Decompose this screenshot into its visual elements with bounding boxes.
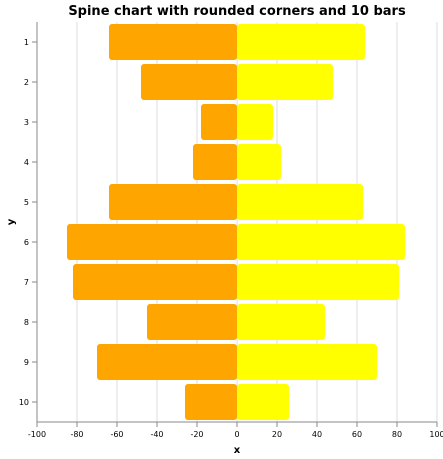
x-tick-label: 100: [429, 430, 443, 439]
bar-positive-1: [237, 24, 365, 60]
y-tick-label: 5: [24, 198, 29, 207]
x-tick-label: 0: [234, 430, 239, 439]
y-tick-label: 8: [24, 318, 29, 327]
chart-title: Spine chart with rounded corners and 10 …: [68, 4, 406, 19]
y-tick-label: 9: [24, 358, 29, 367]
bar-positive-2: [237, 64, 333, 100]
bar-positive-10: [237, 384, 289, 420]
x-tick-label: 80: [392, 430, 402, 439]
bar-negative-2: [141, 64, 237, 100]
x-tick-label: 40: [312, 430, 322, 439]
bar-positive-5: [237, 184, 363, 220]
bar-negative-6: [67, 224, 237, 260]
x-tick-label: -100: [28, 430, 46, 439]
x-tick-label: -60: [110, 430, 123, 439]
bar-negative-10: [185, 384, 237, 420]
bar-positive-9: [237, 344, 377, 380]
y-axis: 1 2 3 4 5 6 7 8 9 10: [19, 22, 38, 422]
bar-negative-9: [97, 344, 237, 380]
bars: [67, 24, 405, 420]
y-tick-label: 7: [24, 278, 29, 287]
bar-negative-8: [147, 304, 237, 340]
x-axis-title: x: [234, 445, 241, 456]
x-tick-label: 60: [352, 430, 362, 439]
y-tick-label: 4: [24, 158, 29, 167]
x-axis: -100 -80 -60 -40 -20 0 20 40 60 80 100: [28, 421, 443, 439]
y-tick-label: 1: [24, 38, 29, 47]
bar-positive-4: [237, 144, 281, 180]
y-tick-label: 2: [24, 78, 29, 87]
bar-negative-3: [201, 104, 237, 140]
bar-negative-4: [193, 144, 237, 180]
bar-positive-7: [237, 264, 399, 300]
x-tick-label: -20: [190, 430, 203, 439]
bar-negative-7: [73, 264, 237, 300]
y-tick-label: 6: [24, 238, 29, 247]
bar-negative-5: [109, 184, 237, 220]
bar-negative-1: [109, 24, 237, 60]
bar-positive-8: [237, 304, 325, 340]
y-tick-label: 3: [24, 118, 29, 127]
x-tick-label: -80: [70, 430, 83, 439]
x-tick-label: -40: [150, 430, 163, 439]
x-tick-label: 20: [272, 430, 282, 439]
bar-positive-3: [237, 104, 273, 140]
y-tick-label: 10: [19, 398, 29, 407]
y-axis-title: y: [6, 218, 17, 225]
bar-positive-6: [237, 224, 405, 260]
